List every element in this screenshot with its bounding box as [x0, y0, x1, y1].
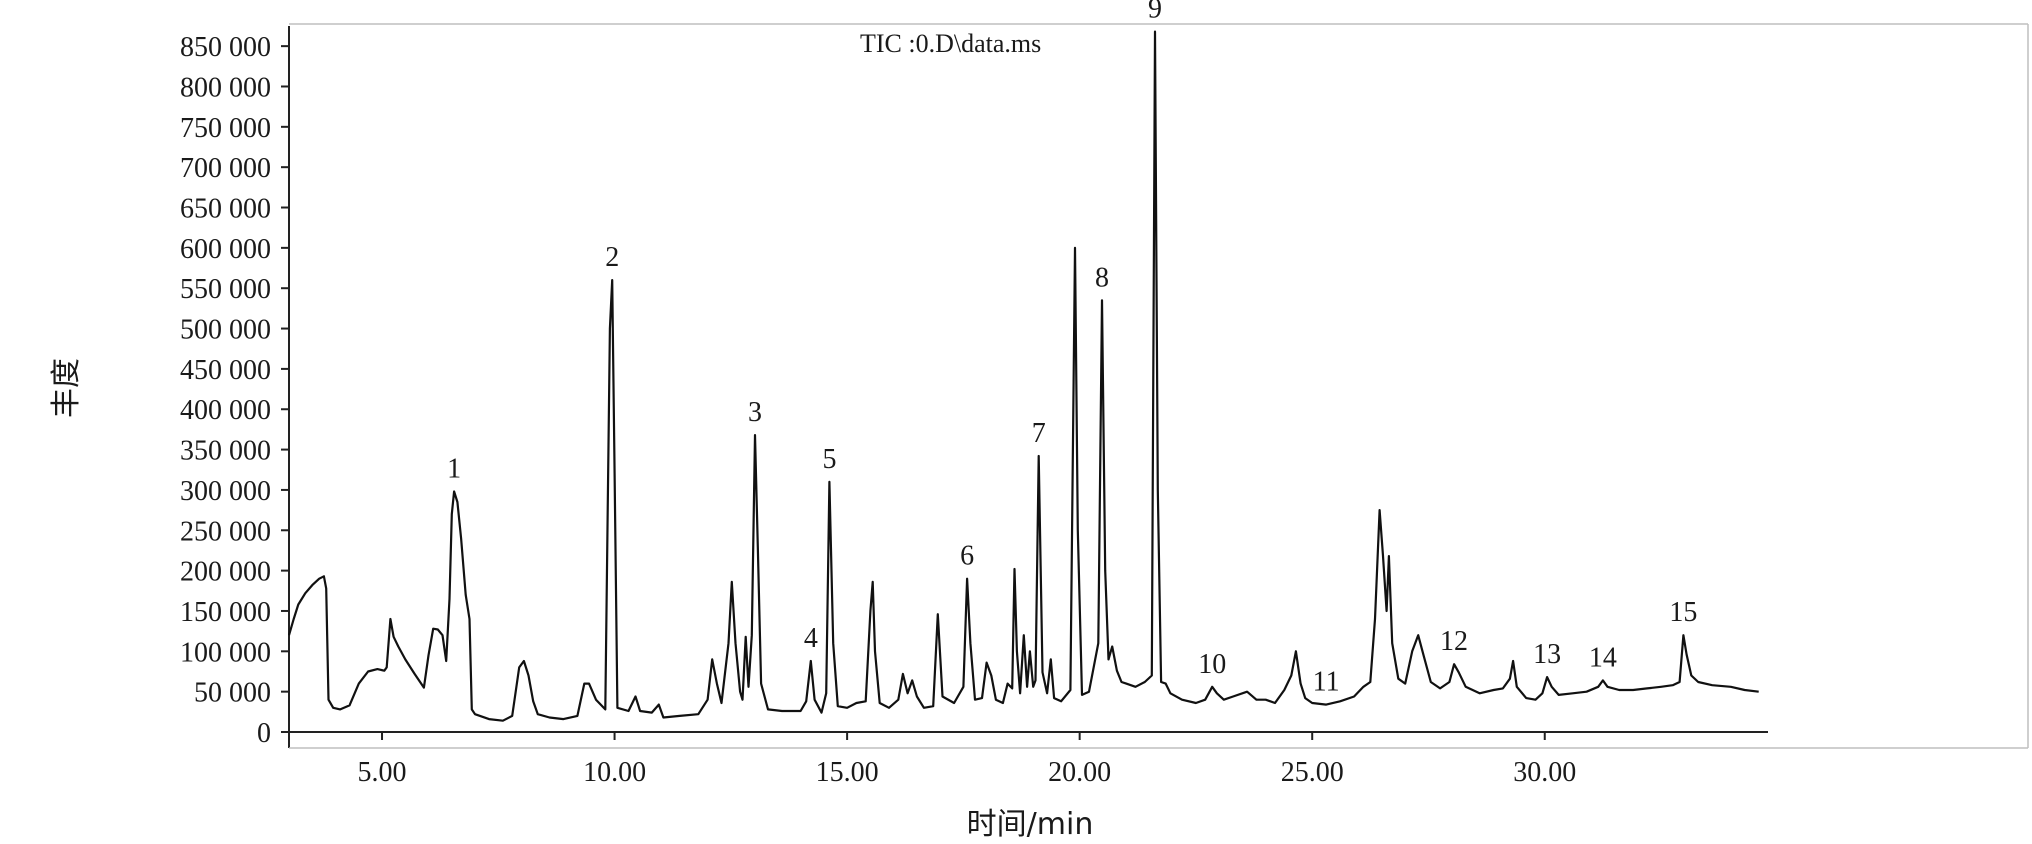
- peak-label-3: 3: [748, 397, 762, 428]
- y-axis-title: 丰度: [49, 358, 84, 418]
- y-tick-label: 0: [257, 718, 271, 749]
- x-axis: [289, 731, 2028, 749]
- x-tick-label: 25.00: [1281, 757, 1344, 788]
- x-tick-label: 30.00: [1513, 757, 1576, 788]
- peak-label-8: 8: [1095, 262, 1109, 293]
- x-tick-label: 10.00: [583, 757, 646, 788]
- y-tick-label: 350 000: [180, 436, 271, 467]
- x-axis-title: 时间/min: [967, 807, 1094, 842]
- peak-label-12: 12: [1440, 626, 1468, 657]
- ticks-layer: 0 50 000 100 000 150 000 200 000 250 000 300 0…: [180, 32, 1576, 788]
- x-tick-label: 20.00: [1048, 757, 1111, 788]
- y-tick-label: 500 000: [180, 315, 271, 346]
- peak-label-1: 1: [447, 454, 461, 485]
- y-tick-label: 600 000: [180, 234, 271, 265]
- x-tick-label: 15.00: [816, 757, 879, 788]
- peak-label-13: 13: [1533, 639, 1561, 670]
- tic-trace-line: [287, 30, 1759, 722]
- peak-label-7: 7: [1032, 418, 1046, 449]
- chart-title: TIC :0.D\data.ms: [860, 29, 1041, 58]
- y-tick-label: 750 000: [180, 113, 271, 144]
- peak-label-4: 4: [804, 623, 818, 654]
- y-tick-label: 550 000: [180, 274, 271, 305]
- y-tick-label: 700 000: [180, 153, 271, 184]
- x-tick-label: 5.00: [358, 757, 407, 788]
- y-tick-label: 300 000: [180, 476, 271, 507]
- y-tick-label: 200 000: [180, 557, 271, 588]
- peak-label-5: 5: [822, 444, 836, 475]
- y-tick-label: 850 000: [180, 32, 271, 63]
- y-tick-label: 100 000: [180, 637, 271, 668]
- peak-label-11: 11: [1313, 667, 1340, 698]
- peak-label-10: 10: [1198, 649, 1226, 680]
- y-tick-label: 400 000: [180, 395, 271, 426]
- y-tick-label: 50 000: [194, 678, 271, 709]
- peak-label-2: 2: [605, 242, 619, 273]
- y-tick-label: 800 000: [180, 72, 271, 103]
- y-tick-label: 250 000: [180, 516, 271, 547]
- peak-label-15: 15: [1669, 597, 1697, 628]
- y-tick-label: 150 000: [180, 597, 271, 628]
- y-tick-label: 650 000: [180, 194, 271, 225]
- plot-frame: [289, 23, 2029, 748]
- y-tick-label: 450 000: [180, 355, 271, 386]
- peak-label-6: 6: [960, 541, 974, 572]
- peak-label-9: 9: [1148, 0, 1162, 25]
- peak-label-14: 14: [1589, 642, 1617, 673]
